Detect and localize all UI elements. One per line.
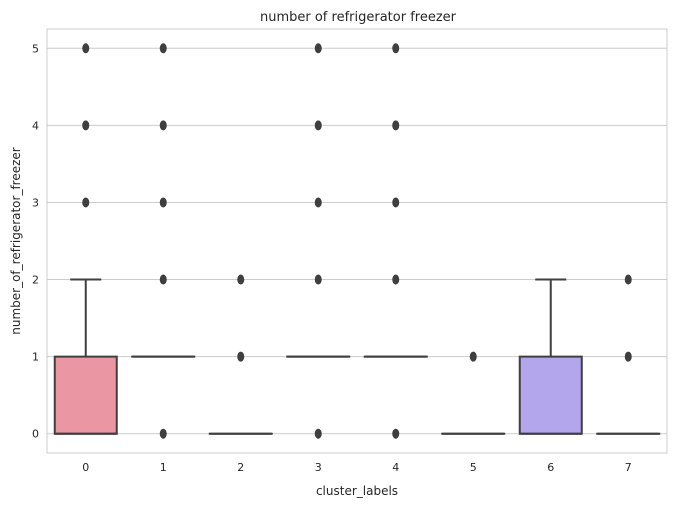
x-tick-label-3: 3 (315, 461, 322, 474)
y-tick-label-4: 4 (32, 119, 39, 132)
outlier-point-2-2 (237, 274, 245, 285)
chart-title: number of refrigerator freezer (260, 10, 457, 25)
outlier-point-1-0 (159, 428, 167, 439)
x-tick-label-1: 1 (160, 461, 167, 474)
outlier-point-4-2 (392, 274, 400, 285)
plot-frame (46, 28, 668, 454)
x-tick-label-4: 4 (392, 461, 399, 474)
y-tick-label-5: 5 (32, 42, 39, 55)
y-tick-label-0: 0 (32, 428, 39, 441)
outlier-point-0-4 (82, 120, 90, 131)
outlier-point-2-1 (237, 351, 245, 362)
x-tick-label-6: 6 (547, 461, 554, 474)
x-tick-label-5: 5 (470, 461, 477, 474)
outlier-point-5-1 (469, 351, 477, 362)
outlier-point-4-5 (392, 43, 400, 54)
outlier-point-4-4 (392, 120, 400, 131)
box-group-7 (596, 274, 661, 435)
x-axis-label: cluster_labels (316, 484, 398, 498)
box-group-6 (518, 278, 583, 435)
box-0 (53, 355, 118, 435)
box-group-4 (363, 43, 428, 439)
outlier-point-3-5 (314, 43, 322, 54)
box-series (53, 43, 661, 439)
outlier-point-4-0 (392, 428, 400, 439)
x-tick-label-2: 2 (237, 461, 244, 474)
outlier-point-0-3 (82, 197, 90, 208)
outlier-point-3-3 (314, 197, 322, 208)
outlier-point-7-1 (624, 351, 632, 362)
outlier-point-1-5 (159, 43, 167, 54)
x-tick-label-7: 7 (625, 461, 632, 474)
outlier-point-3-2 (314, 274, 322, 285)
outlier-point-3-0 (314, 428, 322, 439)
box-group-3 (286, 43, 351, 439)
outlier-point-1-4 (159, 120, 167, 131)
box-group-0 (53, 43, 118, 435)
outlier-point-3-4 (314, 120, 322, 131)
y-tick-label-2: 2 (32, 274, 39, 287)
y-axis-label: number_of_refrigerator_freezer (9, 147, 23, 335)
outlier-point-1-2 (159, 274, 167, 285)
box-6 (518, 355, 583, 435)
box-group-5 (441, 351, 506, 435)
y-tick-label-1: 1 (32, 351, 39, 364)
y-tick-labels: 0 1 2 3 4 5 (32, 42, 39, 440)
box-group-1 (131, 43, 196, 439)
x-tick-labels: 0 1 2 3 4 5 6 7 (82, 461, 632, 474)
outlier-point-0-5 (82, 43, 90, 54)
outlier-point-1-3 (159, 197, 167, 208)
box-group-2 (208, 274, 273, 435)
x-tick-label-0: 0 (82, 461, 89, 474)
y-tick-label-3: 3 (32, 196, 39, 209)
outlier-point-4-3 (392, 197, 400, 208)
outlier-point-7-2 (624, 274, 632, 285)
